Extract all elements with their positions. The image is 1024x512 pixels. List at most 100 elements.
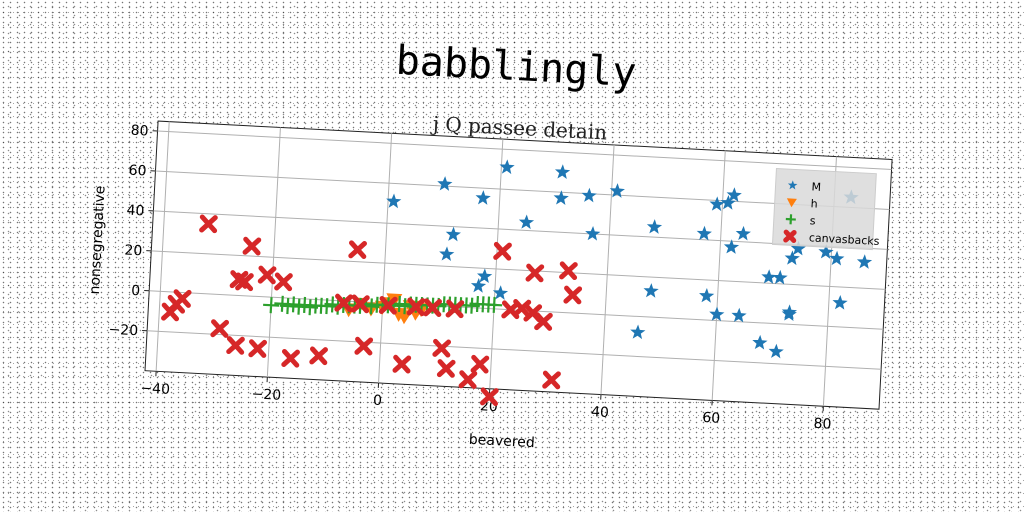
data-point [832, 294, 848, 310]
legend: Mhs canvasbacks [771, 167, 880, 251]
legend-marker [785, 214, 796, 225]
data-point [720, 194, 736, 210]
data-point [752, 334, 768, 350]
data-point [534, 312, 553, 331]
data-point [559, 261, 578, 281]
data-point [585, 225, 601, 241]
data-point [432, 338, 452, 358]
data-point [790, 240, 806, 256]
data-point [274, 272, 293, 292]
chart-title: babblingly [395, 38, 638, 97]
y-axis-label: nonsegregative [87, 185, 109, 295]
data-point [281, 348, 300, 368]
data-point [768, 343, 784, 359]
data-point [563, 285, 583, 305]
data-point [643, 283, 659, 298]
data-point [525, 263, 545, 283]
data-point [257, 265, 277, 285]
data-point [445, 299, 465, 319]
series-canvasbacks [161, 214, 583, 407]
data-point [696, 225, 712, 241]
y-tick-label: 40 [126, 203, 145, 220]
y-grid-line [157, 130, 892, 170]
legend-box [771, 167, 877, 251]
legend-marker [786, 198, 797, 208]
x-tick-label: 80 [813, 416, 832, 433]
data-point [493, 241, 512, 261]
x-grid-line [266, 127, 281, 378]
x-grid-line [378, 133, 393, 383]
data-point [609, 183, 625, 198]
legend-label: h [810, 197, 818, 210]
data-point [354, 336, 374, 356]
data-point [437, 176, 453, 191]
data-point [542, 370, 561, 390]
data-point [735, 225, 751, 241]
data-point [378, 296, 398, 315]
data-point [351, 294, 370, 314]
x-grid-line [600, 144, 615, 395]
data-point [518, 214, 535, 230]
data-point [392, 354, 412, 374]
data-marks [161, 159, 873, 407]
data-point [348, 240, 367, 259]
data-point [386, 193, 402, 209]
data-point [553, 190, 569, 205]
legend-label: s [809, 214, 816, 227]
data-point [709, 306, 725, 322]
data-point [731, 307, 747, 323]
data-point [226, 336, 245, 355]
x-tick-label: 0 [373, 393, 383, 409]
data-point [630, 324, 646, 340]
data-point [499, 159, 515, 175]
x-tick-label: −40 [140, 380, 170, 398]
data-point [726, 187, 742, 202]
x-grid-line [155, 121, 170, 372]
y-grid-line [153, 210, 888, 250]
data-point [248, 339, 268, 358]
plot-area [144, 120, 893, 410]
data-point [856, 254, 873, 269]
x-tick-label: 40 [591, 404, 610, 421]
y-grid-line [155, 170, 890, 210]
data-point [829, 250, 845, 266]
x-axis-label: beavered [468, 432, 535, 451]
data-point [784, 250, 800, 266]
data-point [709, 196, 725, 212]
x-grid-line [711, 150, 726, 401]
y-tick-label: −20 [108, 322, 138, 340]
data-point [199, 214, 218, 234]
data-point [436, 359, 456, 378]
data-point [477, 268, 493, 284]
y-tick-label: 60 [128, 163, 147, 180]
y-tick-label: 80 [130, 123, 149, 140]
data-point [581, 187, 597, 203]
y-tick-label: 20 [124, 242, 143, 259]
data-point [772, 269, 788, 285]
data-point [445, 226, 461, 242]
data-point [470, 354, 490, 374]
data-point [480, 387, 499, 407]
y-tick-label: 0 [131, 283, 141, 299]
data-point [818, 244, 834, 259]
data-point [723, 239, 740, 254]
data-point [781, 304, 798, 320]
x-tick-label: −20 [251, 386, 281, 404]
y-grid-line [151, 250, 886, 290]
data-point [172, 289, 192, 308]
series-m [386, 159, 873, 359]
data-point [646, 219, 663, 234]
data-point [406, 297, 426, 317]
data-point [699, 287, 715, 303]
data-point [309, 346, 328, 366]
x-grid-line [489, 139, 504, 389]
data-point [334, 293, 354, 313]
data-point [470, 278, 487, 293]
data-point [475, 190, 491, 205]
legend-marker [787, 180, 798, 190]
data-point [263, 297, 280, 314]
data-point [242, 236, 262, 256]
data-point [235, 272, 254, 292]
